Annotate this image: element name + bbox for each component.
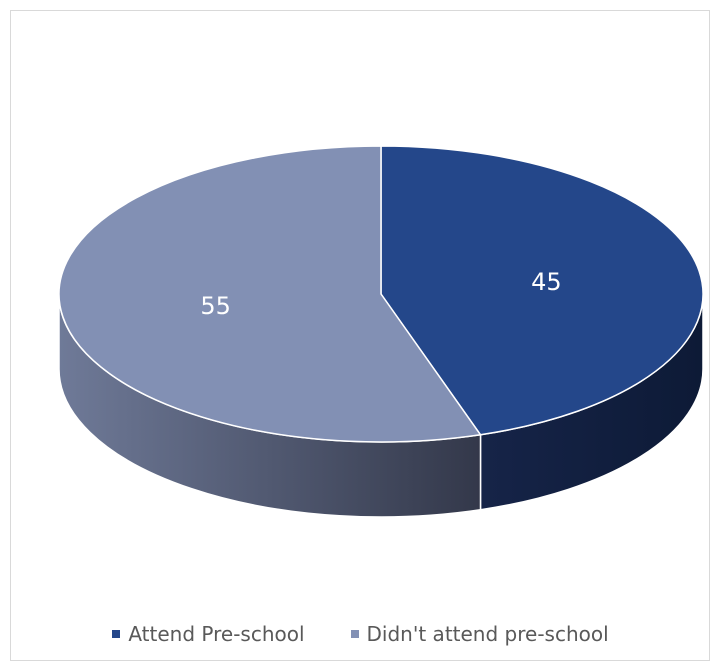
legend: Attend Pre-school Didn't attend pre-scho… — [0, 622, 721, 646]
legend-swatch-attend — [112, 630, 121, 638]
legend-item-didnt-attend: Didn't attend pre-school — [350, 622, 609, 646]
legend-label-didnt-attend: Didn't attend pre-school — [366, 622, 609, 646]
data-label-attend: 45 — [531, 268, 562, 296]
pie-slice-didnt-attend — [58, 145, 482, 443]
data-label-didnt-attend: 55 — [200, 292, 231, 320]
legend-label-attend: Attend Pre-school — [128, 622, 305, 646]
legend-swatch-didnt-attend — [350, 630, 359, 638]
pie-slice-attend — [380, 145, 704, 436]
legend-item-attend: Attend Pre-school — [112, 622, 305, 646]
